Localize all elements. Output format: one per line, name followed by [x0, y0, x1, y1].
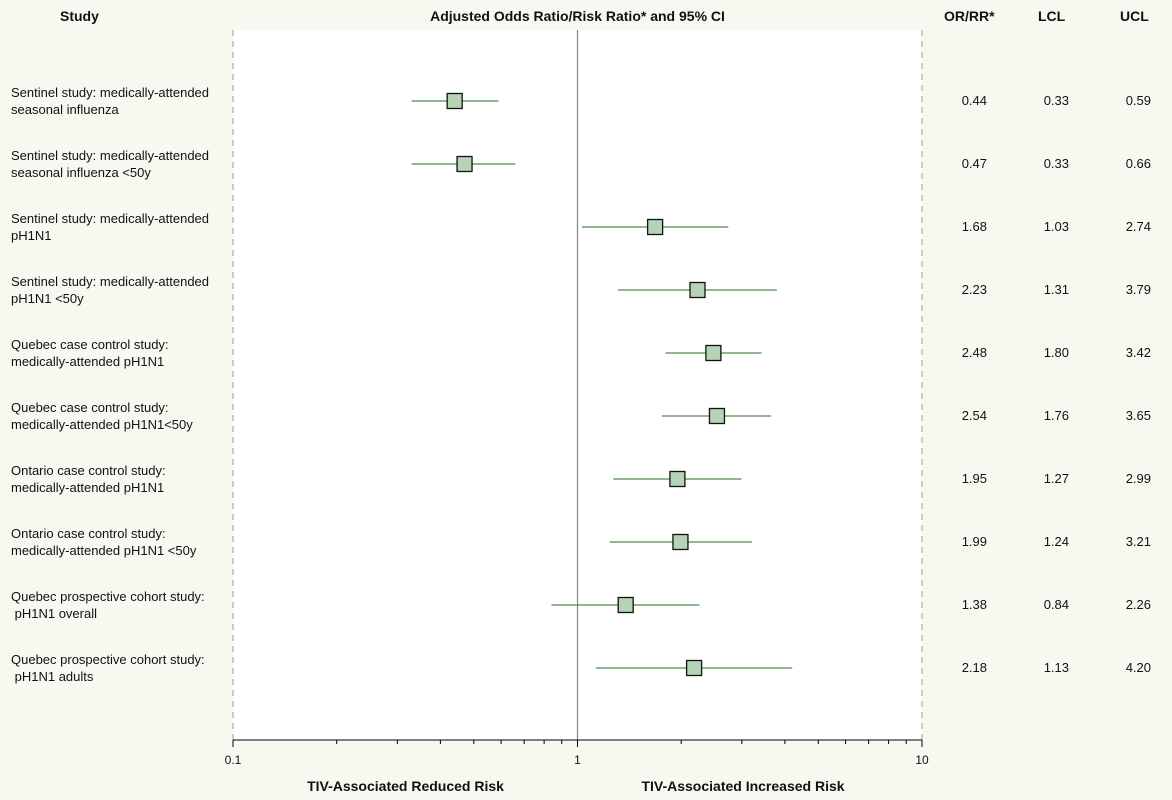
- study-label: Sentinel study: medically-attended pH1N1: [11, 210, 226, 244]
- study-label-line1: Quebec case control study:: [11, 337, 169, 352]
- or-value: 2.48: [961, 345, 987, 360]
- x-tick-label: 10: [915, 753, 929, 767]
- study-label-line1: Sentinel study: medically-attended: [11, 211, 210, 226]
- or-value: 1.99: [961, 534, 987, 549]
- study-column-header: Study: [60, 8, 99, 24]
- lcl-value: 1.13: [1043, 660, 1069, 675]
- lcl-column-header: LCL: [1038, 8, 1066, 24]
- ucl-value: 2.99: [1125, 471, 1151, 486]
- ucl-value: 3.65: [1125, 408, 1151, 423]
- or-value: 2.54: [961, 408, 987, 423]
- or-value: 1.68: [961, 219, 987, 234]
- lcl-value: 1.76: [1043, 408, 1069, 423]
- ucl-value: 2.74: [1125, 219, 1151, 234]
- lcl-value: 1.24: [1043, 534, 1069, 549]
- study-label-line1: Ontario case control study:: [11, 463, 166, 478]
- study-label-line2: pH1N1: [11, 228, 52, 243]
- ucl-value: 2.26: [1125, 597, 1151, 612]
- lcl-value: 0.33: [1043, 93, 1069, 108]
- lcl-value: 0.84: [1043, 597, 1069, 612]
- point-estimate-marker: [685, 659, 703, 677]
- study-label: Quebec prospective cohort study: pH1N1 o…: [11, 588, 226, 622]
- lcl-value: 1.80: [1043, 345, 1069, 360]
- lcl-value: 1.27: [1043, 471, 1069, 486]
- ucl-value: 0.59: [1125, 93, 1151, 108]
- increased-risk-label: TIV-Associated Increased Risk: [641, 778, 845, 794]
- point-estimate-marker: [708, 407, 726, 425]
- study-label-line1: Sentinel study: medically-attended: [11, 274, 210, 289]
- point-estimate-marker: [669, 470, 686, 488]
- study-label-line2: medically-attended pH1N1 <50y: [11, 543, 197, 558]
- lcl-value: 1.03: [1043, 219, 1069, 234]
- or-column-header: OR/RR*: [944, 8, 995, 24]
- lcl-value: 1.31: [1043, 282, 1069, 297]
- study-label: Ontario case control study: medically-att…: [11, 525, 226, 559]
- or-value: 0.47: [961, 156, 987, 171]
- study-label-line2: seasonal influenza <50y: [11, 165, 151, 180]
- point-estimate-marker: [617, 596, 634, 614]
- ucl-value: 3.42: [1125, 345, 1151, 360]
- study-label-line1: Sentinel study: medically-attended: [11, 148, 210, 163]
- point-estimate-marker: [446, 92, 463, 110]
- or-value: 0.44: [961, 93, 987, 108]
- study-label: Quebec case control study: medically-atte…: [11, 336, 226, 370]
- study-label-line2: medically-attended pH1N1<50y: [11, 417, 193, 432]
- point-estimate-marker: [689, 281, 706, 299]
- lcl-value: 0.33: [1043, 156, 1069, 171]
- study-label: Quebec case control study: medically-atte…: [11, 399, 226, 433]
- point-estimate-marker: [705, 344, 722, 362]
- or-value: 1.95: [961, 471, 987, 486]
- ucl-value: 3.79: [1125, 282, 1151, 297]
- chart-title: Adjusted Odds Ratio/Risk Ratio* and 95% …: [430, 8, 725, 24]
- study-label: Quebec prospective cohort study: pH1N1 a…: [11, 651, 226, 685]
- point-estimate-marker: [456, 155, 473, 173]
- study-label-line2: pH1N1 adults: [11, 669, 94, 684]
- study-label-line2: pH1N1 overall: [11, 606, 97, 621]
- study-label-line1: Ontario case control study:: [11, 526, 166, 541]
- or-value: 2.23: [961, 282, 987, 297]
- or-value: 2.18: [961, 660, 987, 675]
- study-label-line2: pH1N1 <50y: [11, 291, 84, 306]
- x-tick-label: 0.1: [225, 753, 242, 767]
- study-label: Sentinel study: medically-attended season…: [11, 84, 226, 118]
- ucl-value: 0.66: [1125, 156, 1151, 171]
- ucl-column-header: UCL: [1120, 8, 1149, 24]
- x-tick-label: 1: [574, 753, 581, 767]
- study-label: Ontario case control study: medically-att…: [11, 462, 226, 496]
- study-label-line2: medically-attended pH1N1: [11, 480, 165, 495]
- ucl-value: 4.20: [1125, 660, 1151, 675]
- point-estimate-marker: [646, 218, 664, 236]
- study-label-line1: Sentinel study: medically-attended: [11, 85, 210, 100]
- study-label-line1: Quebec prospective cohort study:: [11, 589, 205, 604]
- study-label-line2: seasonal influenza: [11, 102, 119, 117]
- study-label-line1: Quebec case control study:: [11, 400, 169, 415]
- or-value: 1.38: [961, 597, 987, 612]
- ucl-value: 3.21: [1125, 534, 1151, 549]
- study-label-line2: medically-attended pH1N1: [11, 354, 165, 369]
- study-label: Sentinel study: medically-attended season…: [11, 147, 226, 181]
- study-label-line1: Quebec prospective cohort study:: [11, 652, 205, 667]
- reduced-risk-label: TIV-Associated Reduced Risk: [307, 778, 504, 794]
- point-estimate-marker: [672, 533, 689, 551]
- study-label: Sentinel study: medically-attended pH1N1 …: [11, 273, 226, 307]
